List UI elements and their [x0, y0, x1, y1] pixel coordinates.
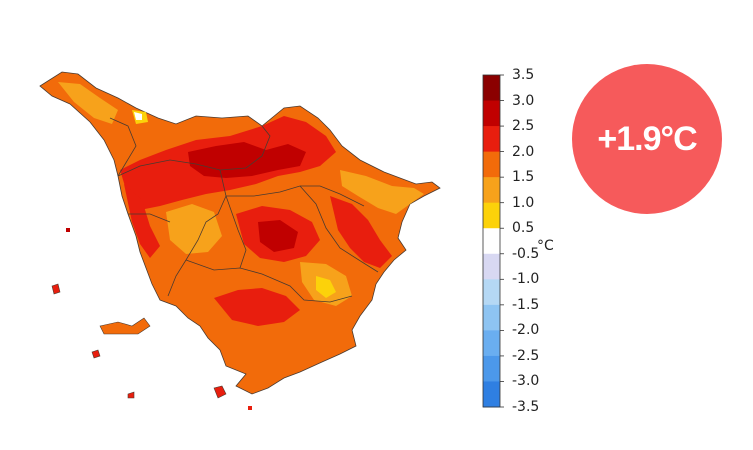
- anomaly-badge: +1.9°C: [572, 64, 722, 214]
- island-pianosa: [91, 349, 101, 359]
- color-scale-segment: [483, 253, 500, 280]
- color-scale-tick-label: 2.5: [512, 118, 535, 135]
- color-scale-tick-label: -2.0: [512, 322, 540, 339]
- province-borders: [109, 117, 379, 303]
- color-scale-tick-label: 3.0: [512, 92, 535, 109]
- color-scale-tick-label: -1.0: [512, 271, 540, 288]
- color-scale-segment: [483, 151, 500, 178]
- region-base-area: [39, 71, 441, 395]
- color-scale-segment: [483, 355, 500, 382]
- mild-zone-inland: [166, 204, 222, 254]
- hot-zone-south: [214, 288, 300, 326]
- hot-zone-coast: [124, 184, 160, 258]
- tuscany-region: [39, 71, 441, 410]
- hot-zone-east: [330, 196, 392, 268]
- color-scale-tick-label: 1.5: [512, 169, 535, 186]
- color-scale-tick-label: -1.5: [512, 296, 540, 313]
- color-scale-segment: [483, 279, 500, 306]
- color-scale-unit: °C: [537, 238, 554, 254]
- island-gorgona: [66, 228, 70, 232]
- mild-zone-east: [340, 170, 424, 214]
- color-scale-segment: [483, 304, 500, 331]
- color-scale-frame: [482, 74, 501, 408]
- color-scale-tick-label: -3.0: [512, 373, 540, 390]
- island-capraia: [51, 283, 61, 295]
- cool-spot-amiata: [316, 276, 336, 298]
- hot-zone-center-core: [258, 220, 298, 252]
- mild-zone-apennines: [58, 82, 118, 124]
- island-giglio: [213, 385, 227, 399]
- color-scale-tick-label: 2.0: [512, 143, 535, 160]
- color-scale-tick-label: -2.5: [512, 347, 540, 364]
- color-scale-segment: [483, 126, 500, 153]
- neutral-spot-north: [134, 112, 142, 120]
- color-scale-tick-label: 0.5: [512, 220, 535, 237]
- color-scale-segment: [483, 228, 500, 255]
- color-scale-tick-label: 3.5: [512, 67, 535, 83]
- island-elba: [99, 317, 151, 335]
- color-scale-segment: [483, 202, 500, 229]
- color-scale-segment: [483, 330, 500, 357]
- color-scale-segment: [483, 381, 500, 408]
- anomaly-badge-value: +1.9°C: [597, 119, 697, 158]
- color-scale-tick-label: -3.5: [512, 399, 540, 415]
- color-scale-tick-label: 1.0: [512, 194, 535, 211]
- color-scale-segment: [483, 75, 500, 102]
- island-montecristo: [127, 391, 135, 399]
- color-scale-segment: [483, 100, 500, 127]
- color-scale-tick-label: -0.5: [512, 245, 540, 262]
- island-giannutri: [248, 406, 252, 410]
- color-scale-segment: [483, 177, 500, 204]
- color-scale-bar: [482, 74, 504, 408]
